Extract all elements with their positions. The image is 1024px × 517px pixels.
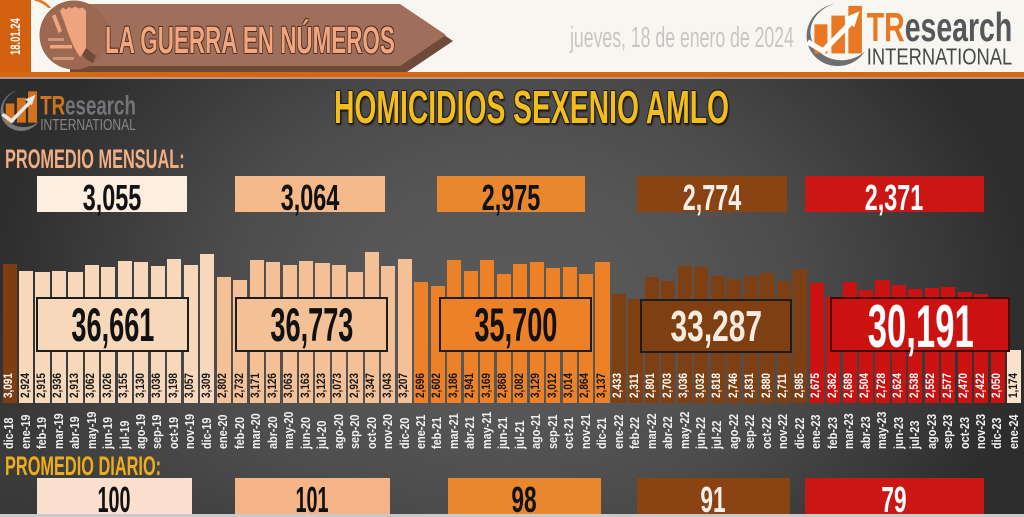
svg-text:TResearch: TResearch xyxy=(40,90,136,120)
svg-text:INTERNATIONAL: INTERNATIONAL xyxy=(40,117,136,133)
